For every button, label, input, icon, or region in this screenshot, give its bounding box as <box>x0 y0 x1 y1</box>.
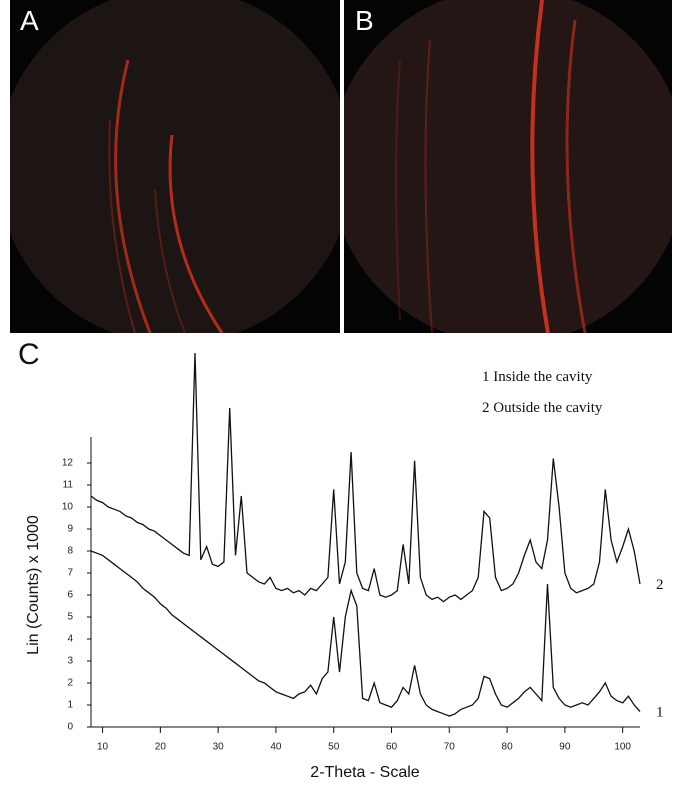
x-tick-label: 50 <box>328 742 340 753</box>
y-tick-label: 5 <box>67 612 73 623</box>
series-line <box>90 352 641 603</box>
y-tick-label: 1 <box>67 700 73 711</box>
series-line <box>90 550 641 717</box>
y-tick-label: 6 <box>67 590 73 601</box>
x-tick-label: 30 <box>213 742 225 753</box>
x-tick-label: 100 <box>614 742 631 753</box>
x-tick-label: 40 <box>270 742 282 753</box>
y-tick-label: 12 <box>62 458 74 469</box>
x-tick-label: 20 <box>155 742 167 753</box>
legend-text: 2 Outside the cavity <box>482 400 603 416</box>
series-label: 2 <box>656 577 664 593</box>
panel-label: A <box>20 5 39 36</box>
y-tick-label: 2 <box>67 678 73 689</box>
panel-label: C <box>18 338 40 371</box>
y-tick-label: 0 <box>67 722 73 733</box>
y-tick-label: 9 <box>67 524 73 535</box>
diffraction-image-b: B <box>344 0 672 333</box>
x-axis-title: 2-Theta - Scale <box>310 764 419 781</box>
x-tick-label: 70 <box>444 742 456 753</box>
y-tick-label: 10 <box>62 502 74 513</box>
series-label: 1 <box>656 705 664 721</box>
panel-label: B <box>355 5 374 36</box>
y-tick-label: 11 <box>63 480 74 491</box>
y-tick-label: 3 <box>67 656 73 667</box>
diffraction-image-a: A <box>10 0 340 333</box>
y-axis-title: Lin (Counts) x 1000 <box>25 515 42 655</box>
legend-text: 1 Inside the cavity <box>482 369 593 385</box>
y-tick-label: 7 <box>67 568 73 579</box>
x-tick-label: 90 <box>559 742 571 753</box>
y-tick-label: 8 <box>67 546 73 557</box>
y-tick-label: 4 <box>67 634 73 645</box>
x-tick-label: 60 <box>386 742 398 753</box>
x-tick-label: 10 <box>97 742 109 753</box>
x-tick-label: 80 <box>502 742 514 753</box>
